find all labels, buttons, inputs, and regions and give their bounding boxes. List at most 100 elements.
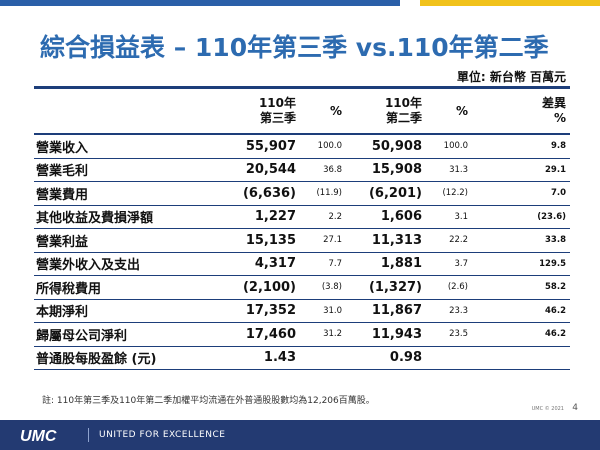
difference-percent: 58.2 — [472, 276, 570, 300]
unit-label: 單位: 新台幣 百萬元 — [457, 68, 566, 85]
q2-percent: 3.7 — [426, 252, 472, 276]
q3-percent: 31.0 — [300, 299, 346, 323]
table-row: 本期淨利 17,352 31.0 11,867 23.3 46.2 — [34, 299, 570, 323]
row-label: 本期淨利 — [34, 299, 220, 323]
table-row: 營業利益 15,135 27.1 11,313 22.2 33.8 — [34, 229, 570, 253]
header-q3-year: 110年 — [224, 96, 296, 111]
q3-percent: 7.7 — [300, 252, 346, 276]
q3-percent: 31.2 — [300, 323, 346, 347]
q2-value: 15,908 — [346, 158, 426, 182]
top-bar-blue — [0, 0, 400, 6]
footer-bar: UMC UNITED FOR EXCELLENCE — [0, 420, 600, 450]
q3-value: 1.43 — [220, 346, 300, 370]
q3-percent: 2.2 — [300, 205, 346, 229]
row-label: 營業收入 — [34, 134, 220, 158]
q2-percent: (12.2) — [426, 182, 472, 206]
q2-value: 11,867 — [346, 299, 426, 323]
row-label: 普通股每股盈餘 (元) — [34, 346, 220, 370]
top-bar-yellow — [420, 0, 600, 6]
header-difference-percent: % — [476, 111, 566, 126]
q3-value: 1,227 — [220, 205, 300, 229]
q3-value: (6,636) — [220, 182, 300, 206]
table-row: 營業毛利 20,544 36.8 15,908 31.3 29.1 — [34, 158, 570, 182]
table-row: 所得稅費用 (2,100) (3.8) (1,327) (2.6) 58.2 — [34, 276, 570, 300]
table-row: 歸屬母公司淨利 17,460 31.2 11,943 23.5 46.2 — [34, 323, 570, 347]
header-q3-percent: % — [300, 88, 346, 135]
table-row: 其他收益及費損淨額 1,227 2.2 1,606 3.1 (23.6) — [34, 205, 570, 229]
header-difference-label: 差異 — [476, 96, 566, 111]
footer-divider — [88, 428, 89, 442]
footer-tagline: UNITED FOR EXCELLENCE — [99, 430, 225, 440]
q2-percent: 100.0 — [426, 134, 472, 158]
table-body: 營業收入 55,907 100.0 50,908 100.0 9.8 營業毛利 … — [34, 134, 570, 370]
row-label: 營業外收入及支出 — [34, 252, 220, 276]
q2-value: 0.98 — [346, 346, 426, 370]
footnote: 註: 110年第三季及110年第二季加權平均流通在外普通股股數均為12,206百… — [42, 393, 375, 406]
table-row: 營業收入 55,907 100.0 50,908 100.0 9.8 — [34, 134, 570, 158]
difference-percent: 7.0 — [472, 182, 570, 206]
row-label: 所得稅費用 — [34, 276, 220, 300]
table-header-row: 110年 第三季 % 110年 第二季 % 差異 % — [34, 88, 570, 135]
header-q3-quarter: 第三季 — [224, 111, 296, 126]
q2-percent: 23.3 — [426, 299, 472, 323]
header-difference: 差異 % — [472, 88, 570, 135]
umc-logo-text: UMC — [20, 428, 57, 444]
q3-value: (2,100) — [220, 276, 300, 300]
q3-percent: 36.8 — [300, 158, 346, 182]
table-row: 營業外收入及支出 4,317 7.7 1,881 3.7 129.5 — [34, 252, 570, 276]
difference-percent: 33.8 — [472, 229, 570, 253]
difference-percent — [472, 346, 570, 370]
q2-percent — [426, 346, 472, 370]
copyright-text: UMC © 2021 — [532, 406, 564, 412]
q3-value: 15,135 — [220, 229, 300, 253]
q2-value: 1,881 — [346, 252, 426, 276]
top-accent-bar — [0, 0, 600, 6]
umc-logo: UMC — [20, 426, 76, 444]
q3-percent — [300, 346, 346, 370]
q2-value: (6,201) — [346, 182, 426, 206]
header-q2: 110年 第二季 — [346, 88, 426, 135]
header-q2-percent: % — [426, 88, 472, 135]
q3-percent: (11.9) — [300, 182, 346, 206]
q2-value: 11,313 — [346, 229, 426, 253]
q2-percent: 23.5 — [426, 323, 472, 347]
difference-percent: 129.5 — [472, 252, 570, 276]
q2-value: 1,606 — [346, 205, 426, 229]
table-row: 營業費用 (6,636) (11.9) (6,201) (12.2) 7.0 — [34, 182, 570, 206]
difference-percent: 29.1 — [472, 158, 570, 182]
q2-value: 11,943 — [346, 323, 426, 347]
q3-value: 4,317 — [220, 252, 300, 276]
difference-percent: (23.6) — [472, 205, 570, 229]
income-statement-table: 110年 第三季 % 110年 第二季 % 差異 % 營業收入 55,907 1… — [34, 86, 570, 370]
page-number: 4 — [572, 403, 578, 413]
q3-percent: 100.0 — [300, 134, 346, 158]
difference-percent: 46.2 — [472, 299, 570, 323]
row-label: 其他收益及費損淨額 — [34, 205, 220, 229]
q3-value: 55,907 — [220, 134, 300, 158]
row-label: 營業毛利 — [34, 158, 220, 182]
table-header: 110年 第三季 % 110年 第二季 % 差異 % — [34, 88, 570, 135]
row-label: 歸屬母公司淨利 — [34, 323, 220, 347]
q2-percent: 31.3 — [426, 158, 472, 182]
difference-percent: 46.2 — [472, 323, 570, 347]
header-q2-year: 110年 — [350, 96, 422, 111]
q3-percent: (3.8) — [300, 276, 346, 300]
q3-value: 17,352 — [220, 299, 300, 323]
q2-percent: 3.1 — [426, 205, 472, 229]
top-bar-gap — [400, 0, 420, 6]
header-q3: 110年 第三季 — [220, 88, 300, 135]
q2-percent: (2.6) — [426, 276, 472, 300]
header-q2-quarter: 第二季 — [350, 111, 422, 126]
header-label-blank — [34, 88, 220, 135]
row-label: 營業利益 — [34, 229, 220, 253]
slide-title: 綜合損益表 – 110年第三季 vs.110年第二季 — [40, 28, 549, 64]
difference-percent: 9.8 — [472, 134, 570, 158]
q3-percent: 27.1 — [300, 229, 346, 253]
q3-value: 17,460 — [220, 323, 300, 347]
table-row: 普通股每股盈餘 (元) 1.43 0.98 — [34, 346, 570, 370]
q2-percent: 22.2 — [426, 229, 472, 253]
q2-value: 50,908 — [346, 134, 426, 158]
q2-value: (1,327) — [346, 276, 426, 300]
q3-value: 20,544 — [220, 158, 300, 182]
row-label: 營業費用 — [34, 182, 220, 206]
